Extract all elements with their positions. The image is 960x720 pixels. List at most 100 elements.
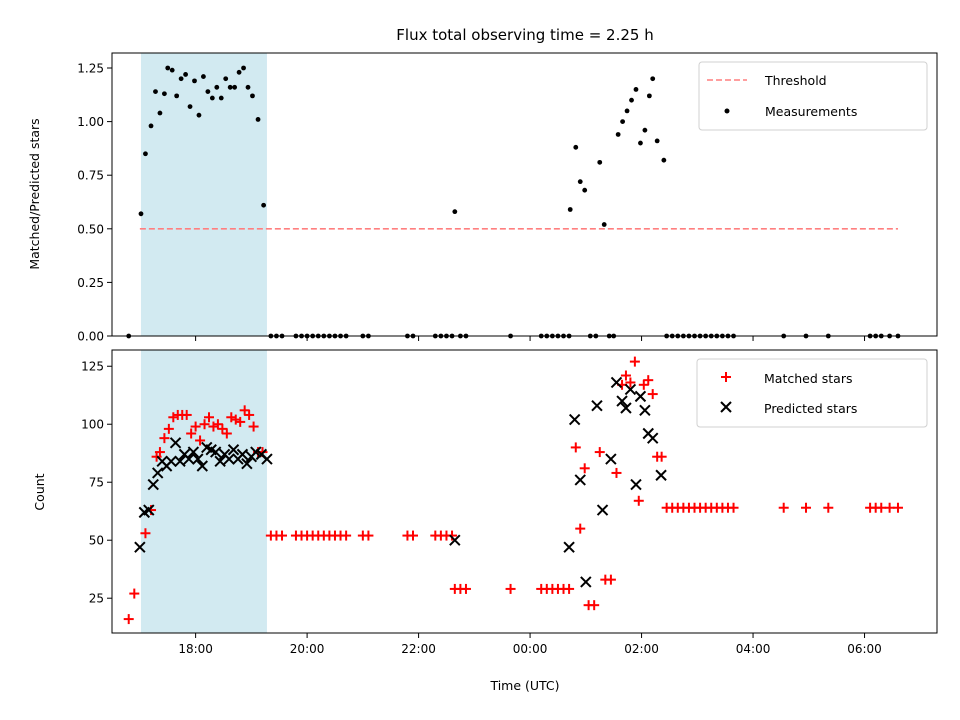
count-x-tick-label: 18:00 <box>178 642 213 656</box>
count-x-tick-label: 06:00 <box>847 642 882 656</box>
predicted-stars-point <box>236 448 249 461</box>
matched-stars-point <box>186 428 197 439</box>
measurements-point <box>638 140 643 146</box>
matched-stars-point <box>129 588 140 599</box>
count-panel: Count Time (UTC) Matched stars Predicted… <box>32 349 938 693</box>
matched-stars-point <box>230 414 241 425</box>
measurements-point <box>148 123 154 129</box>
measurements-point <box>629 97 634 103</box>
matched-stars-point <box>505 583 516 594</box>
predicted-stars-point <box>574 474 586 486</box>
ratio-y-tick-label: 0.50 <box>77 222 104 236</box>
measurements-point <box>183 72 188 77</box>
predicted-stars-point <box>152 467 164 479</box>
measurements-point <box>250 93 255 99</box>
matched-stars-point <box>163 423 174 434</box>
measurements-point <box>236 69 242 75</box>
measurements-point <box>261 202 267 208</box>
predicted-stars-point <box>639 404 651 417</box>
matched-stars-point <box>801 502 812 513</box>
matched-stars-point <box>447 530 458 541</box>
predicted-stars-point <box>596 504 609 516</box>
predicted-stars-point <box>620 402 632 414</box>
matched-stars-point <box>226 412 237 423</box>
ratio-y-tick-label: 0.00 <box>77 330 104 344</box>
ratio-legend[interactable]: Threshold Measurements <box>698 61 928 131</box>
matched-stars-point <box>638 379 649 390</box>
matched-stars-point <box>611 467 622 478</box>
ratio-y-axis-label: Matched/Predicted stars <box>27 118 42 269</box>
measurements-point <box>633 87 639 92</box>
measurements-point <box>178 76 184 82</box>
ratio-y-tick-label: 0.25 <box>77 276 104 290</box>
count-legend-box <box>696 358 928 428</box>
predicted-stars-point <box>134 541 146 553</box>
measurements-point <box>161 91 167 97</box>
predicted-stars-point <box>187 446 200 458</box>
predicted-stars-point <box>169 437 182 449</box>
matched-stars-point <box>884 502 895 513</box>
matched-stars-point <box>460 583 471 594</box>
matched-stars-legend-label: Matched stars <box>764 371 852 386</box>
matched-stars-point <box>575 523 586 534</box>
measurements-legend-swatch <box>724 108 730 114</box>
measurements-point <box>227 84 233 90</box>
count-y-tick-label: 50 <box>89 534 104 548</box>
matched-stars-point <box>221 428 232 439</box>
measurements-point <box>169 67 175 73</box>
ratio-y-tick-label: 0.75 <box>77 169 104 183</box>
matched-stars-point <box>248 421 259 432</box>
predicted-stars-point <box>209 446 222 458</box>
matched-stars-point <box>244 409 255 420</box>
count-x-tick-label: 20:00 <box>290 642 325 656</box>
predicted-stars-point <box>192 453 204 465</box>
count-panel-frame <box>111 349 938 634</box>
count-x-tick-label: 04:00 <box>736 642 771 656</box>
matched-stars-point <box>823 502 834 513</box>
measurements-point <box>218 95 224 101</box>
matched-stars-point <box>203 412 214 423</box>
measurements-point <box>209 95 215 101</box>
matched-stars-point <box>876 502 887 513</box>
matched-stars-point <box>647 389 658 400</box>
matched-stars-point <box>728 502 739 513</box>
count-observing-window-band <box>140 350 267 633</box>
matched-stars-point <box>629 356 640 367</box>
predicted-stars-point <box>165 455 177 468</box>
predicted-stars-point <box>261 453 273 465</box>
measurements-point <box>615 132 621 137</box>
measurements-point <box>165 65 171 71</box>
predicted-stars-point <box>223 453 235 465</box>
ratio-legend-box <box>698 61 928 131</box>
ratio-y-tick-label: 1.25 <box>77 62 104 76</box>
matched-stars-point <box>620 370 631 381</box>
measurements-point <box>582 187 588 193</box>
matched-stars-point <box>363 530 374 541</box>
count-x-tick-label: 22:00 <box>401 642 436 656</box>
predicted-stars-point <box>196 460 209 472</box>
count-y-tick-label: 125 <box>81 360 104 374</box>
predicted-stars-point <box>241 457 253 470</box>
measurements-point <box>223 76 229 82</box>
predicted-stars-point <box>147 478 159 491</box>
ratio-y-tick-label: 1.00 <box>77 115 104 129</box>
predicted-stars-point <box>616 395 628 407</box>
matched-stars-point <box>154 447 165 458</box>
measurements-point <box>642 127 648 133</box>
predicted-stars-point <box>655 469 667 481</box>
predicted-stars-point <box>634 390 647 403</box>
matched-stars-point <box>656 451 667 462</box>
predicted-stars-point <box>647 432 659 444</box>
matched-stars-point <box>168 412 179 423</box>
count-legend[interactable]: Matched stars Predicted stars <box>696 358 928 428</box>
measurements-point <box>573 144 579 150</box>
matched-stars-point <box>212 419 223 430</box>
measurements-point <box>214 84 220 90</box>
count-y-tick-label: 25 <box>89 592 104 606</box>
measurements-point <box>601 222 607 227</box>
count-y-tick-label: 75 <box>89 476 104 490</box>
measurements-point <box>654 138 660 144</box>
measurements-point <box>650 76 656 82</box>
matched-stars-point <box>190 421 201 432</box>
